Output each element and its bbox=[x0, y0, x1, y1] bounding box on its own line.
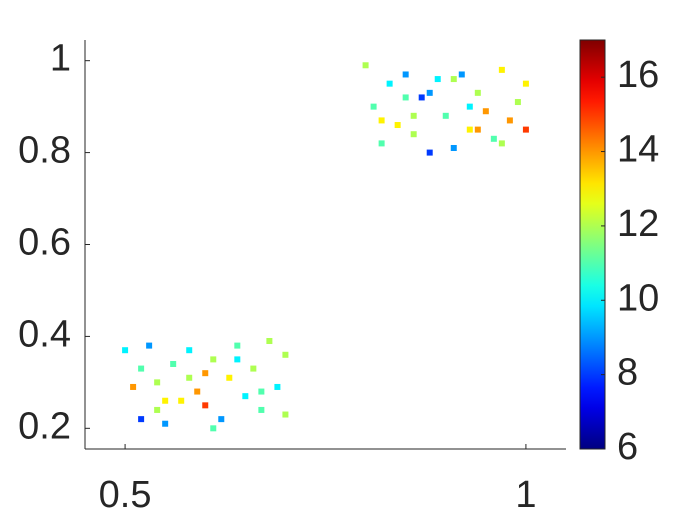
scatter-point bbox=[482, 108, 489, 115]
scatter-point bbox=[154, 379, 161, 386]
y-tick-label: 0.2 bbox=[18, 405, 71, 447]
scatter-point bbox=[506, 117, 513, 124]
scatter-point bbox=[202, 370, 209, 377]
scatter-point bbox=[258, 406, 265, 413]
scatter-point bbox=[498, 66, 505, 73]
scatter-point bbox=[138, 416, 145, 423]
scatter-point bbox=[194, 388, 201, 395]
scatter-point bbox=[514, 99, 521, 106]
x-tick-label: 0.5 bbox=[99, 474, 152, 516]
scatter-point bbox=[490, 135, 497, 142]
scatter-point bbox=[226, 374, 233, 381]
x-tick-label: 1 bbox=[515, 474, 536, 516]
scatter-point bbox=[170, 360, 177, 367]
scatter-point bbox=[378, 140, 385, 147]
scatter-point bbox=[274, 383, 281, 390]
scatter-point bbox=[458, 71, 465, 78]
scatter-point bbox=[130, 383, 137, 390]
scatter-point bbox=[162, 397, 169, 404]
colorbar bbox=[579, 39, 606, 450]
scatter-point bbox=[474, 126, 481, 133]
scatter-point bbox=[370, 103, 377, 110]
scatter-point bbox=[378, 117, 385, 124]
colorbar-tick-label: 12 bbox=[617, 203, 659, 245]
y-tick-label: 0.8 bbox=[18, 130, 71, 172]
scatter-point bbox=[410, 131, 417, 138]
y-tick-label: 0.6 bbox=[18, 222, 71, 264]
scatter-point bbox=[258, 388, 265, 395]
scatter-point bbox=[418, 94, 425, 101]
scatter-point bbox=[122, 347, 129, 354]
scatter-point bbox=[186, 374, 193, 381]
scatter-point bbox=[282, 411, 289, 418]
scatter-point bbox=[450, 76, 457, 83]
colorbar-tick-label: 16 bbox=[617, 54, 659, 96]
scatter-point bbox=[282, 351, 289, 358]
y-tick-label: 0.4 bbox=[18, 313, 71, 355]
scatter-point bbox=[402, 71, 409, 78]
scatter-point bbox=[234, 342, 241, 349]
scatter-point bbox=[362, 62, 369, 69]
scatter-point bbox=[250, 365, 257, 372]
scatter-point bbox=[426, 149, 433, 156]
scatter-point bbox=[162, 420, 169, 427]
scatter-point bbox=[234, 356, 241, 363]
scatter-point bbox=[154, 406, 161, 413]
scatter-point bbox=[266, 338, 273, 345]
scatter-point bbox=[210, 356, 217, 363]
scatter-point bbox=[394, 122, 401, 129]
colorbar-tick-label: 10 bbox=[617, 277, 659, 319]
scatter-point bbox=[434, 76, 441, 83]
colorbar-tick-label: 14 bbox=[617, 129, 659, 171]
scatter-point bbox=[410, 112, 417, 119]
y-tick-label: 1 bbox=[50, 38, 71, 80]
scatter-point bbox=[202, 402, 209, 409]
scatter-point bbox=[466, 126, 473, 133]
scatter-point bbox=[522, 80, 529, 87]
scatter-point bbox=[466, 103, 473, 110]
scatter-point bbox=[450, 144, 457, 151]
scatter-point bbox=[242, 393, 249, 400]
colorbar-tick-label: 6 bbox=[617, 426, 638, 468]
scatter-point bbox=[146, 342, 153, 349]
scatter-point bbox=[522, 126, 529, 133]
scatter-point bbox=[442, 112, 449, 119]
scatter-point bbox=[426, 89, 433, 96]
scatter-point bbox=[210, 425, 217, 432]
scatter-point bbox=[186, 347, 193, 354]
scatter-point bbox=[386, 80, 393, 87]
scatter-point bbox=[474, 89, 481, 96]
scatter-point bbox=[178, 397, 185, 404]
scatter-point bbox=[498, 140, 505, 147]
colorbar-tick-label: 8 bbox=[617, 352, 638, 394]
scatter-point bbox=[138, 365, 145, 372]
scatter-point bbox=[218, 416, 225, 423]
scatter-point bbox=[402, 94, 409, 101]
